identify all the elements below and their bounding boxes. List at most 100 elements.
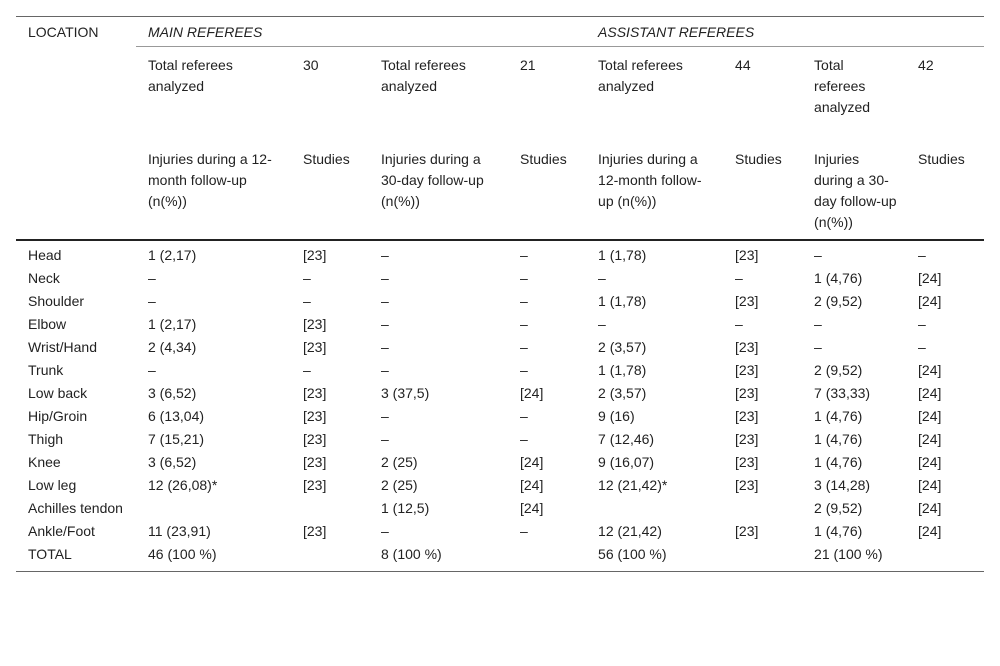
total-count: 21 (520, 57, 536, 73)
total-label: Total referees analyzed (814, 57, 871, 115)
location-cell: Shoulder (28, 293, 85, 309)
studies-cell: [24] (520, 454, 544, 470)
injuries-cell: 2 (4,34) (148, 339, 197, 355)
injuries-cell: 9 (16,07) (598, 454, 655, 470)
studies-cell: [23] (303, 408, 327, 424)
table-row: Neck – – – – – – 1 (4,76) [24] (16, 266, 984, 289)
injuries-cell: 1 (1,78) (598, 362, 647, 378)
injuries-cell: 6 (13,04) (148, 408, 205, 424)
injuries-cell: 3 (6,52) (148, 454, 197, 470)
studies-cell: [23] (303, 454, 327, 470)
table-row: Achilles tendon 1 (12,5) [24] 2 (9,52) [24] (16, 496, 984, 519)
injuries-cell: 7 (33,33) (814, 385, 871, 401)
table-row: TOTAL 46 (100 %) 8 (100 %) 56 (100 %) 21 (10… (16, 542, 984, 572)
studies-header: Studies (906, 121, 985, 241)
referee-injuries-table: LOCATION MAIN REFEREES ASSISTANT REFEREE… (16, 16, 985, 572)
injuries-cell: – (381, 270, 389, 286)
studies-cell: – (303, 270, 311, 286)
location-cell: TOTAL (28, 546, 72, 562)
table-row: Shoulder – – – – 1 (1,78) [23] 2 (9,52) [24] (16, 289, 984, 312)
location-cell: Achilles tendon (28, 500, 123, 516)
injuries-cell: 1 (1,78) (598, 247, 647, 263)
location-header: LOCATION (16, 16, 136, 241)
injuries-cell: 11 (23,91) (148, 523, 211, 539)
studies-cell: – (735, 270, 743, 286)
location-cell: Head (28, 247, 62, 263)
injuries-cell: 1 (4,76) (814, 270, 863, 286)
studies-cell: [23] (303, 523, 327, 539)
injuries-cell: 8 (100 %) (381, 546, 442, 562)
injuries-cell: – (381, 523, 389, 539)
injuries-cell: 3 (37,5) (381, 385, 430, 401)
studies-cell: – (520, 293, 528, 309)
studies-cell: [23] (735, 339, 759, 355)
studies-header: Studies (291, 121, 369, 241)
studies-cell: – (520, 431, 528, 447)
injuries-cell: 2 (25) (381, 454, 418, 470)
injuries-cell: – (814, 339, 822, 355)
table-body: Head 1 (2,17) [23] – – 1 (1,78) [23] – – Neck – – – –… (16, 240, 984, 572)
injuries-cell (136, 496, 291, 519)
injuries-cell: – (814, 316, 822, 332)
injuries-cell: – (381, 293, 389, 309)
studies-cell: [24] (918, 477, 942, 493)
injuries-cell: 12 (21,42)* (598, 477, 668, 493)
injuries-cell: 1 (4,76) (814, 408, 863, 424)
injuries-cell: – (598, 316, 606, 332)
location-cell: Trunk (28, 362, 64, 378)
total-count: 30 (303, 57, 319, 73)
assistant-referees-header: ASSISTANT REFEREES (586, 16, 985, 47)
header-column-row: Injuries during a 12-month follow-up (n(… (16, 121, 985, 241)
total-count: 44 (735, 57, 751, 73)
header-total-row: Total referees analyzed 30 Total referees … (16, 47, 984, 122)
studies-cell: – (520, 523, 528, 539)
studies-cell: [23] (303, 431, 327, 447)
studies-cell: – (735, 316, 743, 332)
studies-cell: [23] (735, 293, 759, 309)
injuries-cell: 2 (9,52) (814, 293, 863, 309)
injuries-cell: 3 (6,52) (148, 385, 197, 401)
injuries-cell: 2 (3,57) (598, 385, 647, 401)
studies-cell: [23] (303, 247, 327, 263)
injuries-cell: – (148, 362, 156, 378)
location-cell: Thigh (28, 431, 64, 447)
studies-cell: [23] (735, 477, 759, 493)
studies-cell (291, 496, 369, 519)
studies-cell: – (918, 316, 926, 332)
location-cell: Low back (28, 385, 88, 401)
injuries-cell: – (381, 431, 389, 447)
studies-header: Studies (508, 121, 587, 241)
studies-cell: – (520, 247, 528, 263)
studies-cell: [24] (918, 454, 942, 470)
injuries-cell: – (148, 293, 156, 309)
injuries-cell: 1 (1,78) (598, 293, 647, 309)
injuries-cell: – (814, 247, 822, 263)
table-row: Thigh 7 (15,21) [23] – – 7 (12,46) [23] 1 (4,76… (16, 427, 984, 450)
header-group-row: LOCATION MAIN REFEREES ASSISTANT REFEREE… (16, 16, 985, 241)
injuries-cell: 1 (4,76) (814, 523, 863, 539)
studies-cell: [23] (735, 385, 759, 401)
studies-cell (723, 496, 802, 519)
injuries-cell: 1 (12,5) (381, 500, 430, 516)
injuries-cell: 2 (3,57) (598, 339, 647, 355)
injuries-cell: 46 (100 %) (148, 546, 217, 562)
injuries-cell: 7 (12,46) (598, 431, 655, 447)
studies-cell: – (918, 247, 926, 263)
studies-cell (723, 542, 802, 572)
injuries-cell: 3 (14,28) (814, 477, 871, 493)
location-cell: Elbow (28, 316, 67, 332)
injuries-cell: – (381, 339, 389, 355)
injuries-cell: – (381, 362, 389, 378)
studies-cell: – (520, 339, 528, 355)
studies-cell: [24] (520, 385, 544, 401)
studies-cell: – (520, 270, 528, 286)
injuries-header: Injuries during a 30-day follow-up (n(%)… (802, 121, 907, 241)
table-row: Elbow 1 (2,17) [23] – – – – – – (16, 312, 984, 335)
studies-cell: [24] (918, 408, 942, 424)
studies-cell: [23] (735, 523, 759, 539)
studies-header: Studies (723, 121, 803, 241)
studies-cell: [23] (303, 385, 327, 401)
injuries-cell: – (148, 270, 156, 286)
location-cell: Knee (28, 454, 61, 470)
injuries-cell: – (381, 316, 389, 332)
